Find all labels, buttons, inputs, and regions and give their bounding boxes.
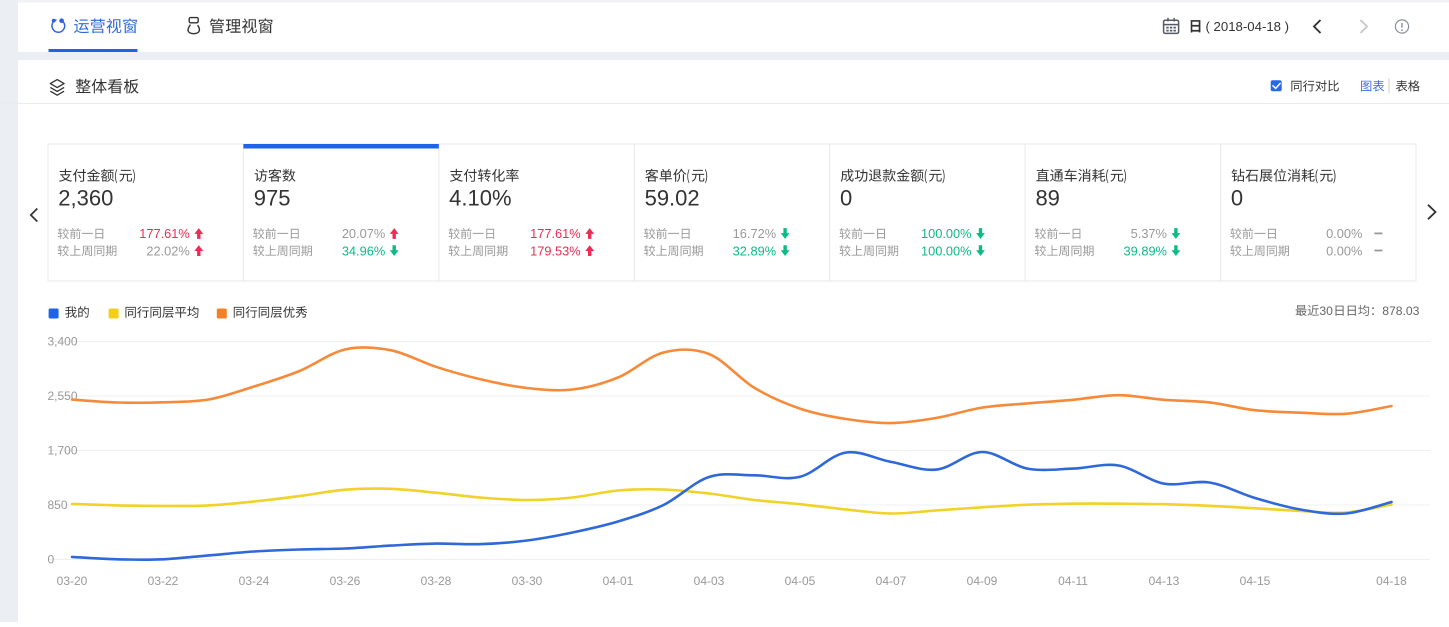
svg-text:03-24: 03-24	[239, 574, 270, 588]
svg-text:878.03: 878.03	[1382, 304, 1419, 318]
svg-text:3,400: 3,400	[48, 335, 78, 349]
svg-text:89: 89	[1035, 185, 1059, 210]
svg-text:( 2018-04-18 ): ( 2018-04-18 )	[1206, 19, 1290, 34]
svg-text:04-15: 04-15	[1240, 574, 1271, 588]
svg-text:2,360: 2,360	[58, 185, 113, 210]
svg-text:22.02%: 22.02%	[146, 243, 189, 258]
svg-text:1,700: 1,700	[48, 444, 78, 458]
svg-text:177.61%: 177.61%	[139, 226, 190, 241]
svg-text:100.00%: 100.00%	[921, 226, 972, 241]
svg-text:16.72%: 16.72%	[733, 226, 776, 241]
svg-text:03-30: 03-30	[512, 574, 543, 588]
svg-text:59.02: 59.02	[645, 185, 700, 210]
svg-text:850: 850	[48, 498, 68, 512]
svg-text:0: 0	[48, 553, 55, 567]
svg-text:177.61%: 177.61%	[530, 226, 581, 241]
svg-text:0.00%: 0.00%	[1326, 226, 1362, 241]
svg-text:4.10%: 4.10%	[449, 185, 511, 210]
svg-text:100.00%: 100.00%	[921, 243, 972, 258]
svg-text:0.00%: 0.00%	[1326, 243, 1362, 258]
svg-text:32.89%: 32.89%	[733, 243, 776, 258]
svg-text:04-03: 04-03	[694, 574, 725, 588]
svg-text:04-09: 04-09	[967, 574, 998, 588]
svg-text:39.89%: 39.89%	[1124, 243, 1167, 258]
svg-text:2,550: 2,550	[48, 389, 78, 403]
svg-text:975: 975	[254, 185, 291, 210]
svg-text:20.07%: 20.07%	[342, 226, 385, 241]
svg-text:0: 0	[1231, 185, 1243, 210]
svg-text:04-01: 04-01	[603, 574, 634, 588]
svg-text:03-22: 03-22	[148, 574, 179, 588]
svg-text:04-13: 04-13	[1149, 574, 1180, 588]
svg-text:179.53%: 179.53%	[530, 243, 581, 258]
svg-text:0: 0	[840, 185, 852, 210]
svg-text:34.96%: 34.96%	[342, 243, 385, 258]
svg-text:04-11: 04-11	[1058, 574, 1088, 588]
svg-text:30: 30	[1319, 304, 1333, 318]
svg-text:04-07: 04-07	[876, 574, 907, 588]
svg-text:04-05: 04-05	[785, 574, 816, 588]
svg-text:03-28: 03-28	[421, 574, 452, 588]
svg-text:5.37%: 5.37%	[1131, 226, 1167, 241]
svg-text:03-26: 03-26	[330, 574, 361, 588]
svg-text:03-20: 03-20	[57, 574, 88, 588]
svg-text:04-18: 04-18	[1376, 574, 1407, 588]
